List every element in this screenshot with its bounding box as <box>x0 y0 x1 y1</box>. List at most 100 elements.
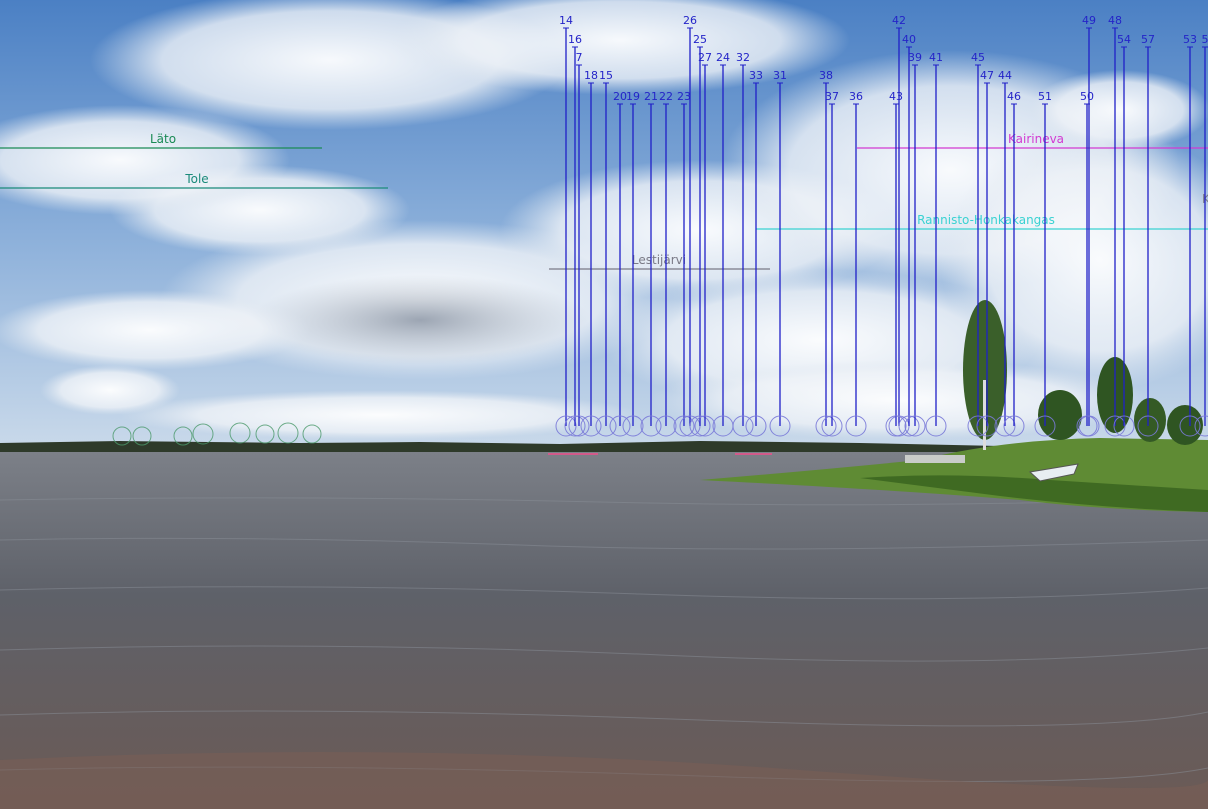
turbine-ring <box>1104 415 1126 437</box>
turbine-marker-40: 40 <box>898 33 920 437</box>
turbine-ring <box>904 415 926 437</box>
turbine-ring <box>1076 415 1098 437</box>
turbine-label: 46 <box>1007 90 1021 103</box>
turbine-marker-44: 44 <box>994 69 1016 437</box>
turbine-marker-38: 38 <box>815 69 837 437</box>
turbine-marker-20: 20 <box>609 90 631 437</box>
turbine-label: 5 <box>1202 33 1208 46</box>
jetty <box>905 455 965 463</box>
turbine-label: 38 <box>819 69 833 82</box>
turbine-ring <box>815 415 837 437</box>
turbine-marker-27: 27 <box>694 51 716 437</box>
windfarm-label-lato: Läto <box>150 132 176 146</box>
turbine-ring <box>689 415 711 437</box>
turbine-marker-47: 47 <box>976 69 998 437</box>
turbine-label: 43 <box>889 90 903 103</box>
turbine-ring <box>1194 415 1208 437</box>
turbine-label: 45 <box>971 51 985 64</box>
windfarm-label-lestijarvi: Lestijärvi <box>632 253 686 267</box>
windfarm-label-rannisto: Rannisto-Honkakangas <box>917 213 1055 227</box>
turbine-label: 31 <box>773 69 787 82</box>
turbine-ring <box>1179 415 1201 437</box>
turbine-ring <box>1034 415 1056 437</box>
turbine-marker-24: 24 <box>712 51 734 437</box>
turbine-label: 7 <box>576 51 583 64</box>
turbine-marker-23: 23 <box>673 90 695 437</box>
turbine-marker-21: 21 <box>640 90 662 437</box>
turbine-marker-22: 22 <box>655 90 677 437</box>
turbine-label: 24 <box>716 51 730 64</box>
turbine-ring <box>655 415 677 437</box>
turbine-marker-39: 39 <box>904 51 926 437</box>
turbine-ring <box>555 415 577 437</box>
turbine-label: 26 <box>683 14 697 27</box>
turbine-marker-14: 14 <box>555 14 577 437</box>
turbine-label: 57 <box>1141 33 1155 46</box>
turbine-marker-31: 31 <box>769 69 791 437</box>
turbine-marker-19: 19 <box>622 90 644 437</box>
windfarm-label-tole: Tole <box>184 172 208 186</box>
turbine-label: 51 <box>1038 90 1052 103</box>
turbine-label: 14 <box>559 14 573 27</box>
turbine-marker-53: 53 <box>1179 33 1201 437</box>
distant-turbine-rings-left <box>112 422 322 446</box>
turbine-marker-43: 43 <box>885 90 907 437</box>
turbine-ring <box>769 415 791 437</box>
turbine-label: 18 <box>584 69 598 82</box>
turbine-label: 48 <box>1108 14 1122 27</box>
windfarm-label-kairineva: Kairineva <box>1008 132 1064 146</box>
shallow-shore <box>0 752 1208 809</box>
turbine-marker-25: 25 <box>689 33 711 437</box>
turbine-ring <box>609 415 631 437</box>
turbine-label: 39 <box>908 51 922 64</box>
lake-water <box>0 452 1208 809</box>
turbine-marker-51: 51 <box>1034 90 1056 437</box>
turbine-ring <box>845 415 867 437</box>
turbine-label: 36 <box>849 90 863 103</box>
turbine-label: 20 <box>613 90 627 103</box>
turbine-label: 44 <box>998 69 1012 82</box>
turbine-label: 32 <box>736 51 750 64</box>
turbine-ring <box>640 415 662 437</box>
turbine-ring <box>568 415 590 437</box>
turbine-label: 16 <box>568 33 582 46</box>
clouds <box>0 0 1208 440</box>
turbine-label: 25 <box>693 33 707 46</box>
turbine-ring <box>885 415 907 437</box>
turbine-marker-33: 33 <box>745 69 767 437</box>
turbine-marker-45: 45 <box>967 51 989 437</box>
turbine-label: 21 <box>644 90 658 103</box>
turbine-marker-15: 15 <box>595 69 617 437</box>
turbine-ring <box>595 415 617 437</box>
turbine-label: 15 <box>599 69 613 82</box>
turbine-label: 40 <box>902 33 916 46</box>
turbine-label: 41 <box>929 51 943 64</box>
turbine-marker-37: 37 <box>821 90 843 437</box>
turbine-ring <box>898 415 920 437</box>
turbine-ring <box>1137 415 1159 437</box>
distant-shoreline <box>0 441 1208 455</box>
turbine-ring <box>967 415 989 437</box>
turbine-ring <box>564 415 586 437</box>
turbine-marker-57: 57 <box>1137 33 1159 437</box>
turbine-ring <box>745 415 767 437</box>
turbine-label: 53 <box>1183 33 1197 46</box>
turbine-marker-26: 26 <box>679 14 701 437</box>
turbine-marker-16: 16 <box>564 33 586 437</box>
turbine-marker-50: 50 <box>1076 90 1098 437</box>
turbine-label: 37 <box>825 90 839 103</box>
turbine-marker-7: 7 <box>568 51 590 437</box>
turbine-ring <box>994 415 1016 437</box>
turbine-ring <box>673 415 695 437</box>
turbine-marker-32: 32 <box>732 51 754 437</box>
turbine-label: 33 <box>749 69 763 82</box>
turbine-label: 47 <box>980 69 994 82</box>
turbine-ring <box>622 415 644 437</box>
turbine-marker-41: 41 <box>925 51 947 437</box>
turbine-ring <box>1003 415 1025 437</box>
rowboat <box>1028 463 1079 482</box>
turbine-marker-48: 48 <box>1104 14 1126 437</box>
